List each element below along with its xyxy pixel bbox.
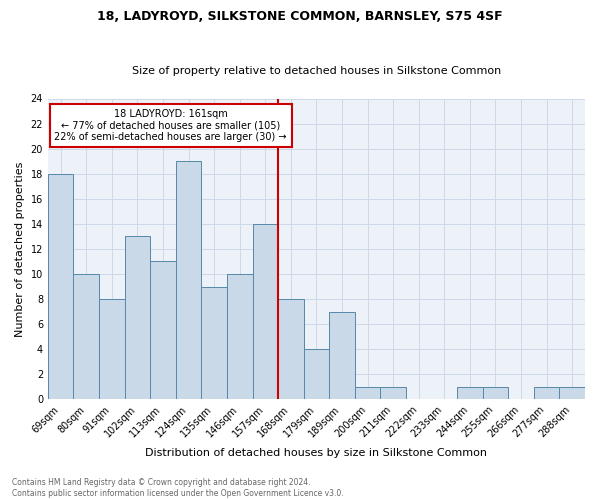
Bar [559,387,585,400]
Bar [304,349,329,400]
X-axis label: Distribution of detached houses by size in Silkstone Common: Distribution of detached houses by size … [145,448,487,458]
Bar [176,161,202,400]
Bar [73,274,99,400]
Bar [150,262,176,400]
Text: 18, LADYROYD, SILKSTONE COMMON, BARNSLEY, S75 4SF: 18, LADYROYD, SILKSTONE COMMON, BARNSLEY… [97,10,503,23]
Text: Contains HM Land Registry data © Crown copyright and database right 2024.
Contai: Contains HM Land Registry data © Crown c… [12,478,344,498]
Bar [253,224,278,400]
Bar [380,387,406,400]
Bar [355,387,380,400]
Bar [482,387,508,400]
Bar [278,299,304,400]
Bar [457,387,482,400]
Bar [48,174,73,400]
Bar [534,387,559,400]
Y-axis label: Number of detached properties: Number of detached properties [15,161,25,336]
Bar [329,312,355,400]
Text: 18 LADYROYD: 161sqm
← 77% of detached houses are smaller (105)
22% of semi-detac: 18 LADYROYD: 161sqm ← 77% of detached ho… [55,108,287,142]
Bar [99,299,125,400]
Bar [227,274,253,400]
Bar [125,236,150,400]
Title: Size of property relative to detached houses in Silkstone Common: Size of property relative to detached ho… [132,66,501,76]
Bar [202,286,227,400]
